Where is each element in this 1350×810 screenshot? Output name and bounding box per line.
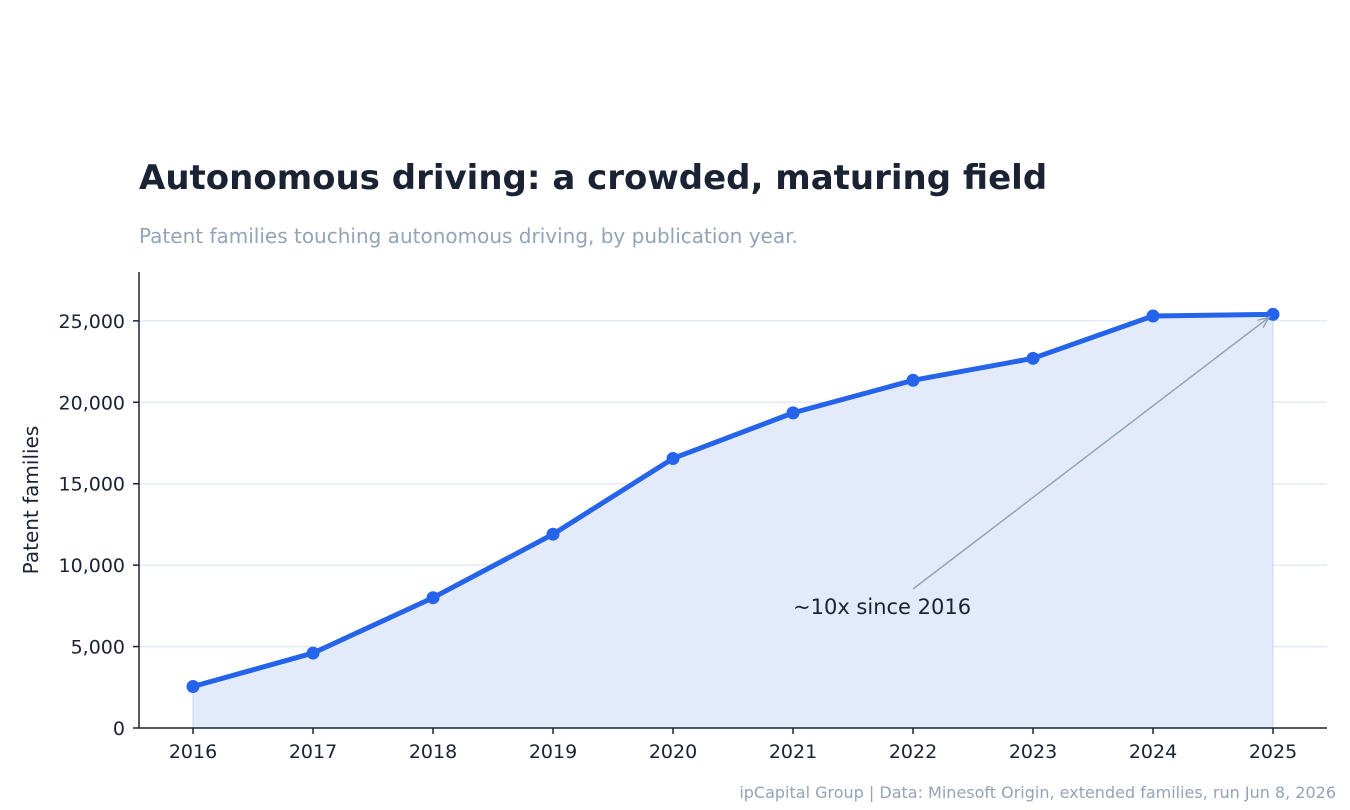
x-tick-label: 2019	[529, 741, 577, 763]
data-point	[426, 591, 440, 605]
data-point	[1026, 351, 1040, 365]
chart-title: Autonomous driving: a crowded, maturing …	[139, 158, 1048, 198]
data-point	[186, 679, 200, 693]
x-tick-label: 2018	[409, 741, 457, 763]
data-point	[1266, 307, 1280, 321]
y-tick-label: 10,000	[59, 555, 125, 577]
y-axis-ticks: 0 5,000 10,000 15,000 20,000 25,000	[59, 311, 139, 740]
x-axis-ticks: 2016 2017 2018 2019 2020 2021 2022 2023 2024 2025	[169, 728, 1297, 763]
y-tick-label: 15,000	[59, 474, 125, 496]
x-tick-label: 2023	[1009, 741, 1057, 763]
annotation-arrow	[912, 316, 1270, 590]
x-tick-label: 2025	[1249, 741, 1297, 763]
data-point	[546, 527, 560, 541]
data-point	[666, 451, 680, 465]
x-tick-label: 2017	[289, 741, 337, 763]
x-tick-label: 2022	[889, 741, 937, 763]
source-footer: ipCapital Group | Data: Minesoft Origin,…	[739, 783, 1336, 802]
series-line	[190, 311, 1276, 689]
data-point	[906, 373, 920, 387]
annotation-arrowhead	[1257, 316, 1271, 329]
x-tick-label: 2020	[649, 741, 697, 763]
y-tick-label: 0	[113, 718, 125, 740]
annotation-text: ~10x since 2016	[793, 595, 971, 619]
x-tick-label: 2021	[769, 741, 817, 763]
data-point	[1146, 309, 1160, 323]
y-tick-label: 5,000	[71, 637, 125, 659]
axes	[138, 272, 1327, 729]
y-tick-label: 20,000	[59, 392, 125, 414]
data-point	[786, 406, 800, 420]
x-tick-label: 2024	[1129, 741, 1177, 763]
area-fill	[192, 313, 1274, 729]
y-axis-label: Patent families	[19, 426, 43, 575]
x-tick-label: 2016	[169, 741, 217, 763]
data-point	[306, 646, 320, 660]
annotation: ~10x since 2016	[793, 316, 1271, 619]
chart-subtitle: Patent families touching autonomous driv…	[139, 224, 798, 248]
y-tick-label: 25,000	[59, 311, 125, 333]
data-points	[186, 307, 1280, 693]
